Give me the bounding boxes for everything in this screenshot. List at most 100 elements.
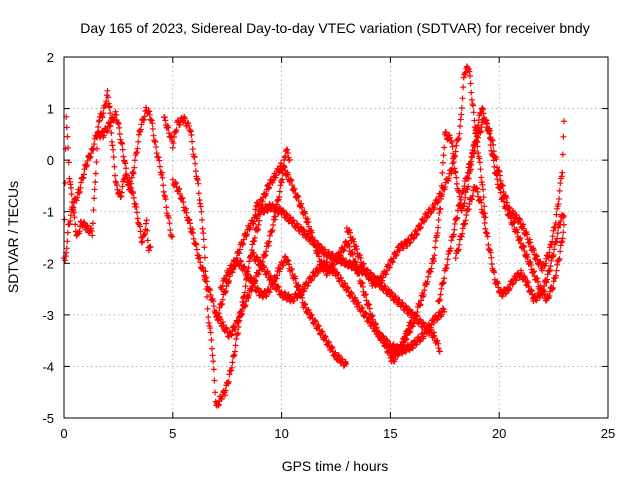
data-point [444, 256, 451, 263]
data-point [322, 333, 329, 340]
data-point [308, 312, 315, 319]
data-point [203, 274, 210, 281]
data-point [418, 297, 425, 304]
data-point [325, 248, 332, 255]
series-trace-8 [248, 249, 448, 357]
data-point [256, 257, 263, 264]
data-point [355, 299, 362, 306]
data-point [481, 203, 488, 210]
data-point [425, 273, 432, 280]
data-point [235, 318, 242, 325]
data-point [185, 120, 192, 127]
data-point [68, 185, 75, 192]
data-point [531, 268, 538, 275]
data-point [131, 157, 138, 164]
data-point [193, 246, 200, 253]
data-point [100, 110, 107, 117]
data-point [497, 189, 504, 196]
data-point [280, 262, 287, 269]
data-point [68, 191, 75, 198]
data-point [554, 230, 561, 237]
data-point [557, 180, 564, 187]
data-point [153, 143, 160, 150]
data-point [550, 284, 557, 291]
data-point [346, 227, 353, 234]
data-point [468, 89, 475, 96]
data-point [294, 221, 301, 228]
data-point [450, 150, 457, 157]
data-point [476, 155, 483, 162]
data-point [138, 121, 145, 128]
data-point [166, 130, 173, 137]
data-point [90, 207, 97, 214]
data-point [113, 111, 120, 118]
data-point [187, 127, 194, 134]
data-point [520, 221, 527, 228]
data-point [91, 195, 98, 202]
data-point [176, 191, 183, 198]
data-point [148, 116, 155, 123]
data-point [197, 203, 204, 210]
data-point [248, 275, 255, 282]
data-point [304, 282, 311, 289]
data-point [465, 65, 472, 72]
data-point [261, 264, 268, 271]
data-point [161, 114, 168, 121]
data-point [400, 245, 407, 252]
data-point [62, 179, 69, 186]
data-point [119, 140, 126, 147]
data-point [208, 345, 215, 352]
data-point [256, 202, 263, 209]
data-point [393, 252, 400, 259]
data-point [169, 176, 176, 183]
data-point [555, 200, 562, 207]
data-point [188, 132, 195, 139]
data-point [558, 173, 565, 180]
data-point [321, 333, 328, 340]
data-point [231, 351, 238, 358]
data-point [458, 111, 465, 118]
data-point [366, 305, 373, 312]
data-point [189, 146, 196, 153]
data-point [285, 171, 292, 178]
data-point [265, 242, 272, 249]
data-point [61, 216, 68, 223]
data-point [122, 160, 129, 167]
data-point [308, 277, 315, 284]
data-point [240, 240, 247, 247]
data-point [424, 278, 431, 285]
data-point [197, 200, 204, 207]
data-point [163, 204, 170, 211]
data-point [389, 258, 396, 265]
data-point [241, 289, 248, 296]
data-point [70, 204, 77, 211]
data-point [255, 271, 262, 278]
data-point [333, 270, 340, 277]
data-point [500, 198, 507, 205]
data-point [318, 265, 325, 272]
data-point [384, 337, 391, 344]
data-point [190, 230, 197, 237]
data-point [363, 297, 370, 304]
data-point [424, 214, 431, 221]
data-point [63, 124, 70, 131]
data-point [189, 138, 196, 145]
data-point [461, 200, 468, 207]
data-point [469, 101, 476, 108]
data-point [263, 269, 270, 276]
data-point [300, 209, 307, 216]
data-point [460, 84, 467, 91]
data-point [242, 283, 249, 290]
data-point [430, 258, 437, 265]
data-point [462, 194, 469, 201]
data-point [479, 181, 486, 188]
data-point [137, 228, 144, 235]
data-point [559, 151, 566, 158]
data-point [477, 166, 484, 173]
data-point [468, 96, 475, 103]
data-point [534, 275, 541, 282]
data-point [195, 180, 202, 187]
data-point [351, 295, 358, 302]
data-point [334, 257, 341, 264]
data-point [298, 204, 305, 211]
